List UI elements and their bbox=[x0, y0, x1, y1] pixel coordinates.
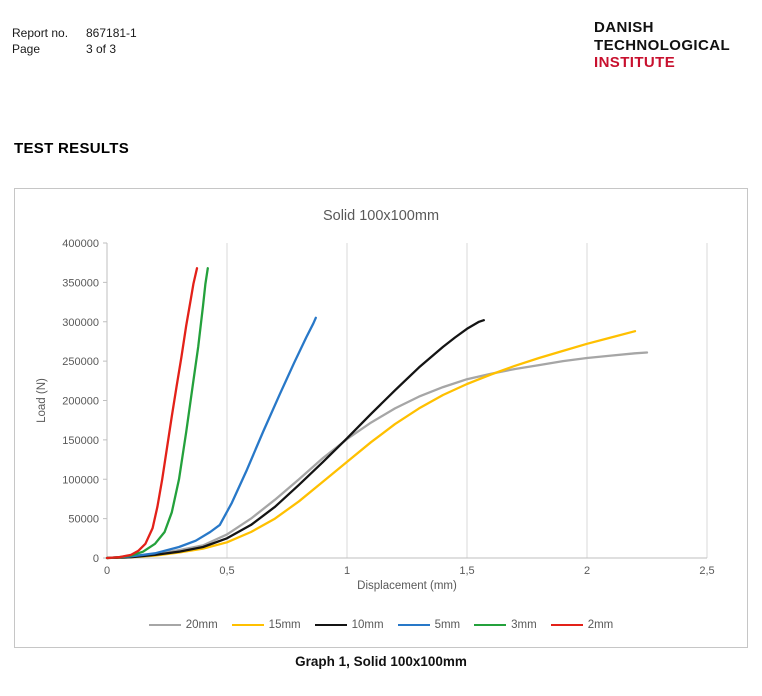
legend-label: 10mm bbox=[351, 619, 384, 631]
legend-label: 2mm bbox=[587, 619, 614, 631]
svg-text:250000: 250000 bbox=[62, 356, 99, 368]
report-number-row: Report no. 867181-1 bbox=[12, 26, 137, 42]
svg-text:400000: 400000 bbox=[62, 238, 99, 250]
legend-item: 10mm bbox=[314, 619, 384, 631]
report-number-value: 867181-1 bbox=[86, 26, 137, 40]
svg-text:2: 2 bbox=[584, 565, 590, 577]
logo-line-1: DANISH bbox=[594, 19, 654, 36]
svg-text:0,5: 0,5 bbox=[219, 565, 234, 577]
svg-text:300000: 300000 bbox=[62, 317, 99, 329]
legend-label: 3mm bbox=[511, 619, 537, 631]
svg-text:100000: 100000 bbox=[62, 474, 99, 486]
page-value: 3 of 3 bbox=[86, 41, 117, 56]
legend-line-swatch bbox=[148, 623, 181, 627]
legend-label: 5mm bbox=[434, 619, 461, 631]
legend-label: 15mm bbox=[268, 619, 301, 631]
svg-text:Load (N): Load (N) bbox=[36, 378, 48, 423]
legend-item: 3mm bbox=[474, 619, 537, 631]
chart-title: Solid 100x100mm bbox=[322, 208, 440, 224]
logo-line-3: INSTITUTE bbox=[594, 54, 676, 71]
legend-label: 20mm bbox=[185, 619, 218, 631]
logo-line-2: TECHNOLOGICAL bbox=[594, 36, 731, 54]
section-title: TEST RESULTS bbox=[14, 140, 129, 157]
report-meta: Report no. 867181-1 Page 3 of 3 bbox=[12, 26, 137, 57]
svg-text:150000: 150000 bbox=[62, 435, 99, 447]
svg-text:1,5: 1,5 bbox=[459, 565, 474, 577]
svg-text:350000: 350000 bbox=[62, 277, 99, 289]
legend-line-swatch bbox=[314, 623, 347, 627]
svg-text:50000: 50000 bbox=[68, 514, 99, 526]
legend-line-swatch bbox=[397, 623, 430, 627]
legend-line-swatch bbox=[231, 623, 264, 627]
chart-legend: 20mm 15mm 10mm 5mm 3mm 2mm bbox=[15, 619, 747, 631]
legend-item: 15mm bbox=[231, 619, 301, 631]
page-row: Page 3 of 3 bbox=[12, 42, 137, 58]
legend-item: 20mm bbox=[148, 619, 218, 631]
dti-logo: DANISH TECHNOLOGICAL INSTITUTE bbox=[594, 19, 730, 72]
report-number-label: Report no. bbox=[12, 26, 69, 40]
svg-text:1: 1 bbox=[344, 565, 350, 577]
svg-text:0: 0 bbox=[104, 565, 110, 577]
legend-item: 5mm bbox=[397, 619, 461, 631]
chart-caption: Graph 1, Solid 100x100mm bbox=[295, 654, 467, 669]
chart-plot: 0 50000 100000 150000 200000 250000 300000 3500… bbox=[36, 238, 715, 592]
svg-text:Displacement (mm): Displacement (mm) bbox=[357, 580, 457, 592]
svg-text:0: 0 bbox=[93, 553, 99, 565]
page-label: Page bbox=[12, 41, 41, 56]
svg-text:2,5: 2,5 bbox=[699, 565, 714, 577]
legend-line-swatch bbox=[550, 623, 583, 627]
legend-item: 2mm bbox=[550, 619, 614, 631]
legend-line-swatch bbox=[474, 623, 507, 627]
chart-container: Solid 100x100mm 0 50000 100000 150000 200000… bbox=[14, 188, 748, 648]
svg-text:200000: 200000 bbox=[62, 396, 99, 408]
